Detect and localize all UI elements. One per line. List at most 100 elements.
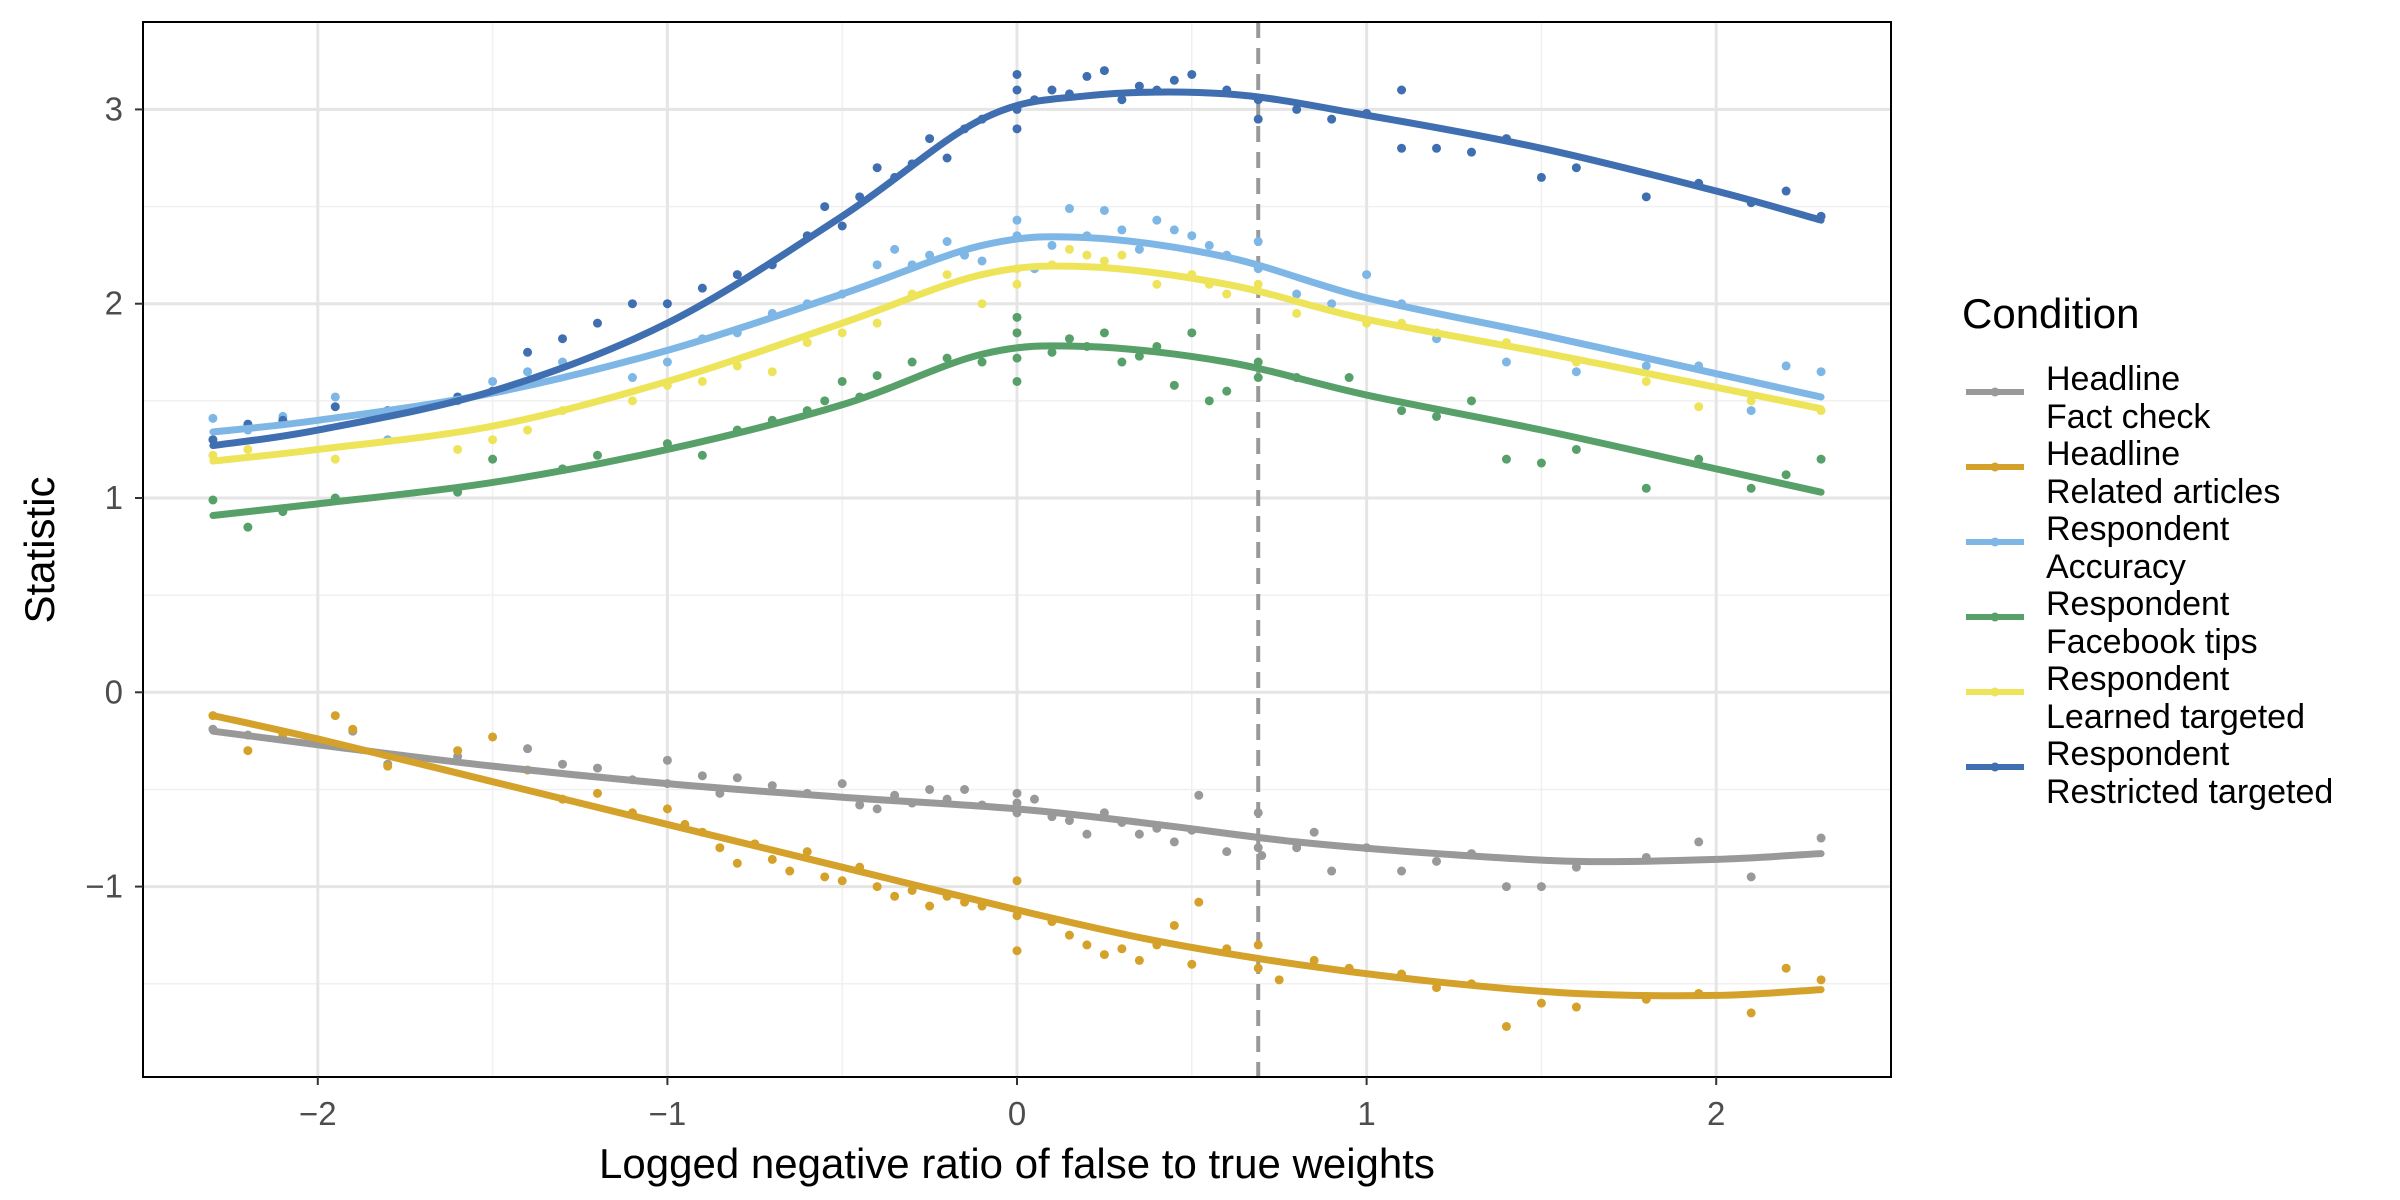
legend-key — [1966, 537, 2024, 547]
data-point — [1134, 244, 1144, 254]
legend-label: Respondent Facebook tips — [2046, 585, 2258, 661]
data-point — [890, 891, 900, 901]
data-point — [1047, 347, 1057, 357]
data-point — [1204, 396, 1214, 406]
legend-key-point — [1990, 687, 2000, 697]
data-point — [523, 744, 533, 754]
data-point — [942, 270, 952, 280]
x-tick-label: −2 — [299, 1095, 337, 1132]
legend-key-point — [1990, 462, 2000, 472]
data-point — [1117, 944, 1127, 954]
smooth-line-1 — [209, 712, 1825, 1000]
data-point — [1253, 357, 1263, 367]
data-point — [1466, 396, 1476, 406]
data-point — [1641, 192, 1651, 202]
data-point — [1571, 367, 1581, 377]
data-point — [1222, 847, 1232, 857]
data-point — [1253, 808, 1263, 818]
data-point — [872, 371, 882, 381]
data-point — [785, 866, 795, 876]
data-point — [558, 334, 568, 344]
data-point — [1432, 856, 1442, 866]
data-point — [1134, 351, 1144, 361]
data-point — [627, 299, 637, 309]
data-point — [1194, 897, 1204, 907]
x-tick-label: 2 — [1707, 1095, 1725, 1132]
data-point — [1501, 357, 1511, 367]
legend-key-point — [1990, 762, 2000, 772]
data-point — [1047, 85, 1057, 95]
data-point — [523, 347, 533, 357]
data-point — [453, 746, 463, 756]
data-point — [243, 444, 253, 454]
data-point — [488, 435, 498, 445]
data-point — [1169, 75, 1179, 85]
data-point — [1274, 975, 1284, 985]
data-point — [1152, 279, 1162, 289]
data-point — [1571, 444, 1581, 454]
data-point — [1012, 376, 1022, 386]
data-point — [1397, 143, 1407, 153]
grid-major — [143, 22, 1891, 1077]
data-point — [1781, 361, 1791, 371]
data-point — [243, 746, 253, 756]
data-point — [890, 244, 900, 254]
data-point — [820, 202, 830, 212]
data-point — [1694, 402, 1704, 412]
data-point — [1222, 386, 1232, 396]
y-axis: −1 0 1 2 3 — [85, 90, 143, 905]
data-point — [1641, 361, 1651, 371]
data-point — [1169, 225, 1179, 235]
data-point — [330, 454, 340, 464]
data-point — [1257, 851, 1267, 861]
data-point — [1047, 240, 1057, 250]
data-point — [627, 373, 637, 383]
data-point — [1571, 163, 1581, 173]
data-point — [1432, 411, 1442, 421]
data-point — [925, 784, 935, 794]
smooth-line-4 — [209, 262, 1825, 465]
data-point — [1012, 946, 1022, 956]
data-point — [1187, 231, 1197, 241]
y-tick-label: −1 — [85, 868, 123, 905]
y-axis-title: Statistic — [16, 476, 63, 623]
data-point — [1012, 215, 1022, 225]
data-point — [592, 763, 602, 773]
data-point — [1816, 367, 1826, 377]
data-point — [1012, 69, 1022, 79]
data-point — [662, 804, 672, 814]
data-point — [662, 755, 672, 765]
data-point — [837, 221, 847, 231]
legend-label: Headline Related articles — [2046, 435, 2280, 511]
data-point — [1327, 299, 1337, 309]
data-point — [662, 299, 672, 309]
data-point — [523, 367, 533, 377]
data-point — [488, 376, 498, 386]
data-point — [1816, 454, 1826, 464]
data-point — [523, 425, 533, 435]
data-point — [330, 402, 340, 412]
data-point — [1064, 816, 1074, 826]
data-point — [1012, 312, 1022, 322]
data-point — [1292, 308, 1302, 318]
legend-key-point — [1990, 612, 2000, 622]
data-point — [1012, 85, 1022, 95]
data-point — [1012, 876, 1022, 886]
data-point — [1694, 837, 1704, 847]
data-point — [697, 283, 707, 293]
data-point — [1327, 114, 1337, 124]
data-point — [592, 450, 602, 460]
legend-label: Respondent Restricted targeted — [2046, 735, 2333, 811]
data-point — [872, 318, 882, 328]
data-point — [1432, 143, 1442, 153]
data-point — [1099, 205, 1109, 215]
data-point — [872, 163, 882, 173]
data-point — [1169, 837, 1179, 847]
data-point — [820, 396, 830, 406]
legend-label: Respondent Learned targeted — [2046, 660, 2305, 736]
data-point — [1253, 114, 1263, 124]
data-point — [977, 299, 987, 309]
data-point — [1571, 862, 1581, 872]
data-point — [1781, 963, 1791, 973]
